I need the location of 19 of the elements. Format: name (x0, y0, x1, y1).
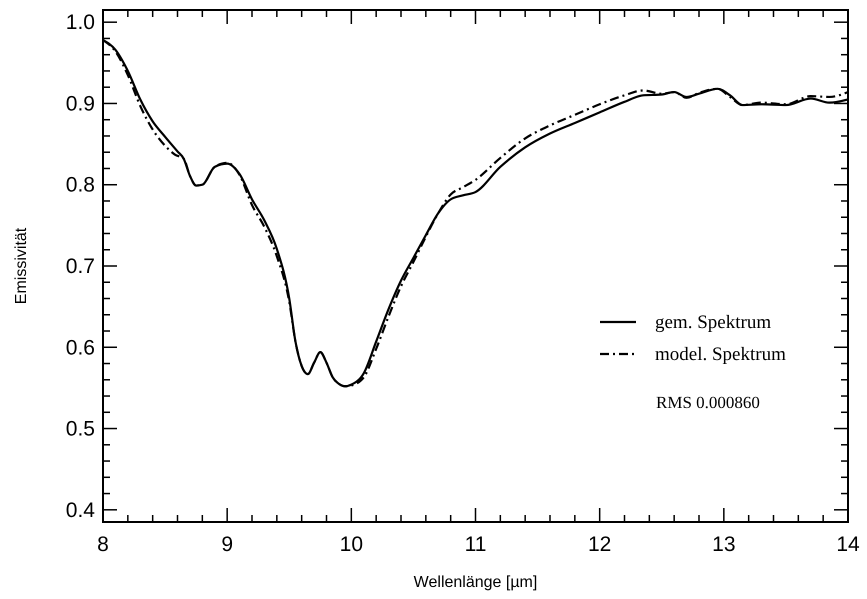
legend-label: gem. Spektrum (655, 312, 772, 333)
x-tick-label: 13 (712, 533, 736, 556)
y-tick-label: 1.0 (66, 11, 95, 34)
x-tick-label: 12 (588, 533, 612, 556)
x-tick-label: 14 (836, 533, 860, 556)
y-tick-label: 0.6 (66, 336, 95, 360)
x-tick-label: 11 (464, 533, 486, 556)
x-tick-label: 10 (340, 533, 364, 556)
y-tick-label: 0.8 (66, 174, 95, 197)
y-axis-title: Emissivität (13, 227, 30, 304)
y-tick-label: 0.7 (66, 255, 95, 278)
x-axis-title: Wellenlänge [µm] (414, 574, 538, 591)
y-tick-label: 0.4 (66, 498, 96, 522)
annotation: RMS 0.000860 (656, 393, 760, 412)
y-tick-label: 0.5 (66, 418, 95, 441)
x-tick-label: 8 (97, 533, 109, 556)
y-tick-label: 0.9 (66, 92, 95, 116)
x-tick-label: 9 (221, 533, 234, 556)
legend-label: model. Spektrum (655, 344, 786, 365)
